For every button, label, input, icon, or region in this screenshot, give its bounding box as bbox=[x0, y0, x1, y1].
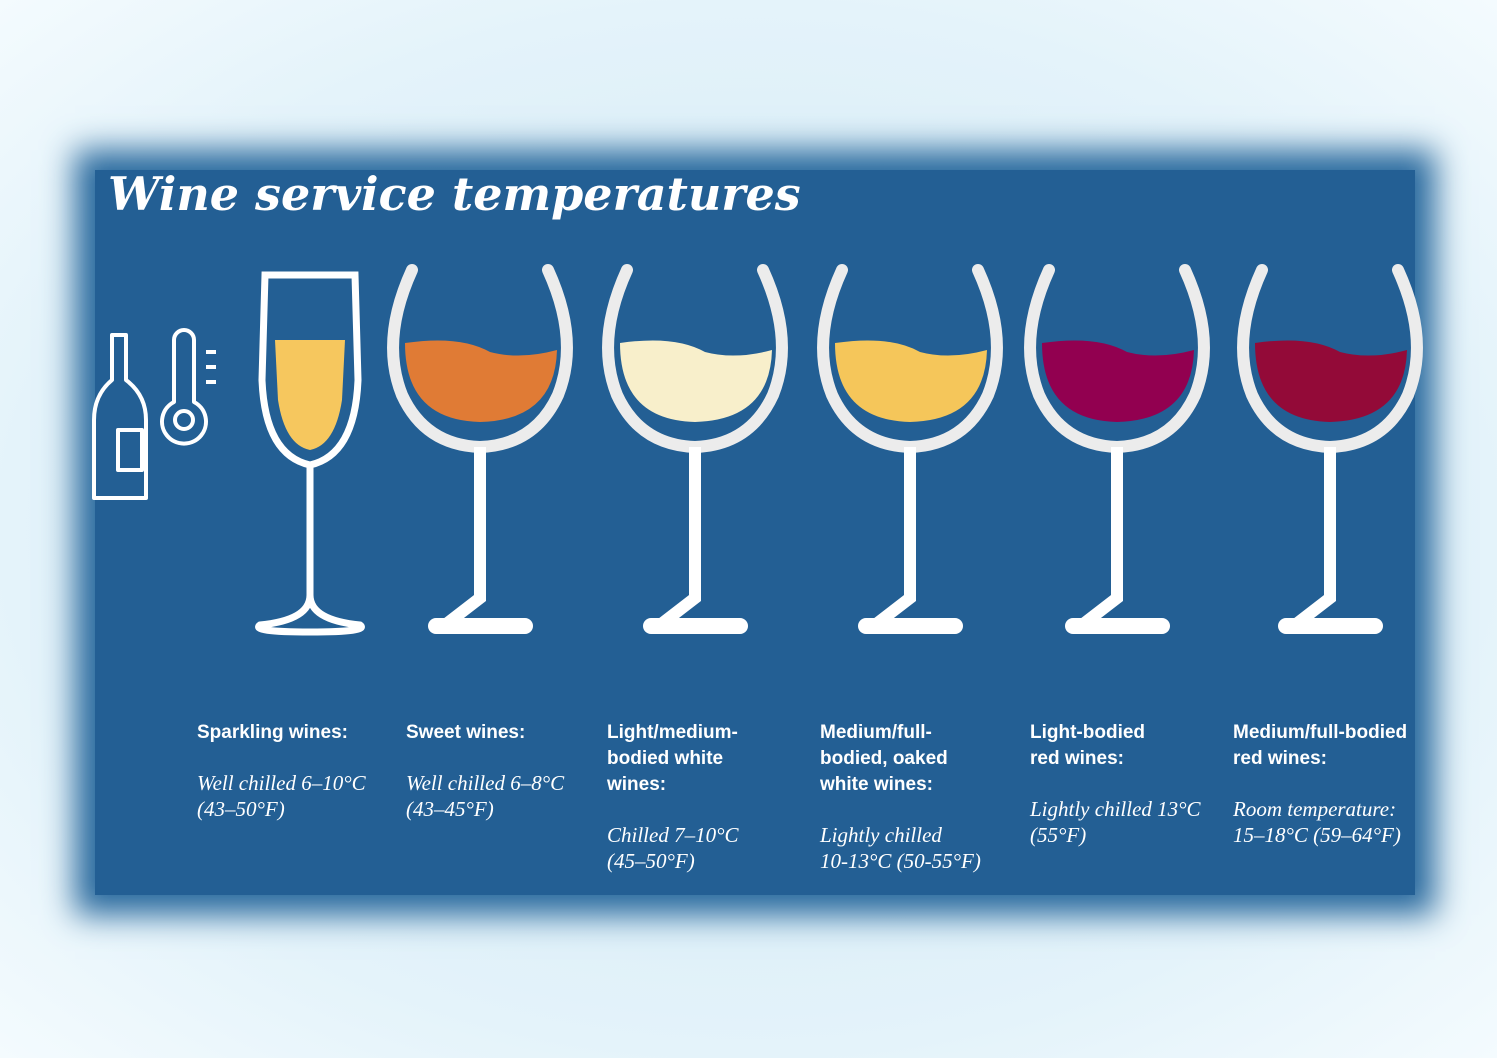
glass-stem bbox=[1291, 447, 1336, 630]
wine-temperature: Chilled 7–10°C bbox=[607, 823, 739, 847]
glass-stem bbox=[656, 447, 701, 630]
wine-glass bbox=[1237, 264, 1423, 634]
wine-glass bbox=[817, 264, 1003, 634]
glass-stem bbox=[1078, 447, 1123, 630]
wine-temperature: 10-13°C (50-55°F) bbox=[820, 849, 981, 873]
wine-label: Sparkling wines: bbox=[197, 722, 348, 743]
wine-glass bbox=[255, 271, 365, 636]
wine-fill bbox=[1255, 340, 1407, 422]
wine-label: bodied white bbox=[607, 748, 723, 769]
wine-fill bbox=[275, 340, 345, 450]
wine-temperature: Well chilled 6–10°C bbox=[197, 771, 367, 795]
bottle-thermometer-icon bbox=[92, 328, 216, 500]
wine-temperature: (43–50°F) bbox=[197, 797, 285, 821]
wine-temperature: 15–18°C (59–64°F) bbox=[1233, 823, 1401, 847]
glass-foot bbox=[1065, 618, 1170, 634]
glass-stem bbox=[441, 447, 486, 630]
wine-fill bbox=[835, 340, 987, 422]
wine-fill bbox=[620, 340, 772, 422]
glass-foot bbox=[858, 618, 963, 634]
wine-label: Medium/full- bbox=[820, 722, 932, 743]
wine-temperature: Lightly chilled 13°C bbox=[1029, 797, 1202, 821]
wine-temperature: Lightly chilled bbox=[819, 823, 942, 847]
glass-stem bbox=[255, 465, 365, 636]
wine-label: red wines: bbox=[1233, 748, 1327, 769]
title: Wine service temperatures bbox=[108, 167, 801, 221]
wine-glass bbox=[602, 264, 788, 634]
wine-label: Light/medium- bbox=[607, 722, 738, 743]
wine-temperature: (45–50°F) bbox=[607, 849, 695, 873]
wine-label: Medium/full-bodied bbox=[1233, 722, 1407, 743]
wine-label: Light-bodied bbox=[1030, 722, 1145, 743]
wine-label: red wines: bbox=[1030, 748, 1124, 769]
wine-glass bbox=[387, 264, 573, 634]
glass-outline bbox=[258, 271, 362, 469]
wine-temperature: Well chilled 6–8°C bbox=[406, 771, 565, 795]
wine-label: white wines: bbox=[819, 774, 933, 795]
wine-temperature: (43–45°F) bbox=[406, 797, 494, 821]
wine-glass bbox=[1024, 264, 1210, 634]
wine-label: bodied, oaked bbox=[820, 748, 948, 769]
glass-stem bbox=[871, 447, 916, 630]
wine-label: Sweet wines: bbox=[406, 722, 525, 743]
wine-fill bbox=[405, 340, 557, 422]
glass-foot bbox=[1278, 618, 1383, 634]
glass-foot bbox=[428, 618, 533, 634]
wine-label: wines: bbox=[606, 774, 666, 795]
wine-temperature: (55°F) bbox=[1030, 823, 1086, 847]
glass-foot bbox=[643, 618, 748, 634]
wine-temperature: Room temperature: bbox=[1232, 797, 1396, 821]
wine-fill bbox=[1042, 340, 1194, 422]
